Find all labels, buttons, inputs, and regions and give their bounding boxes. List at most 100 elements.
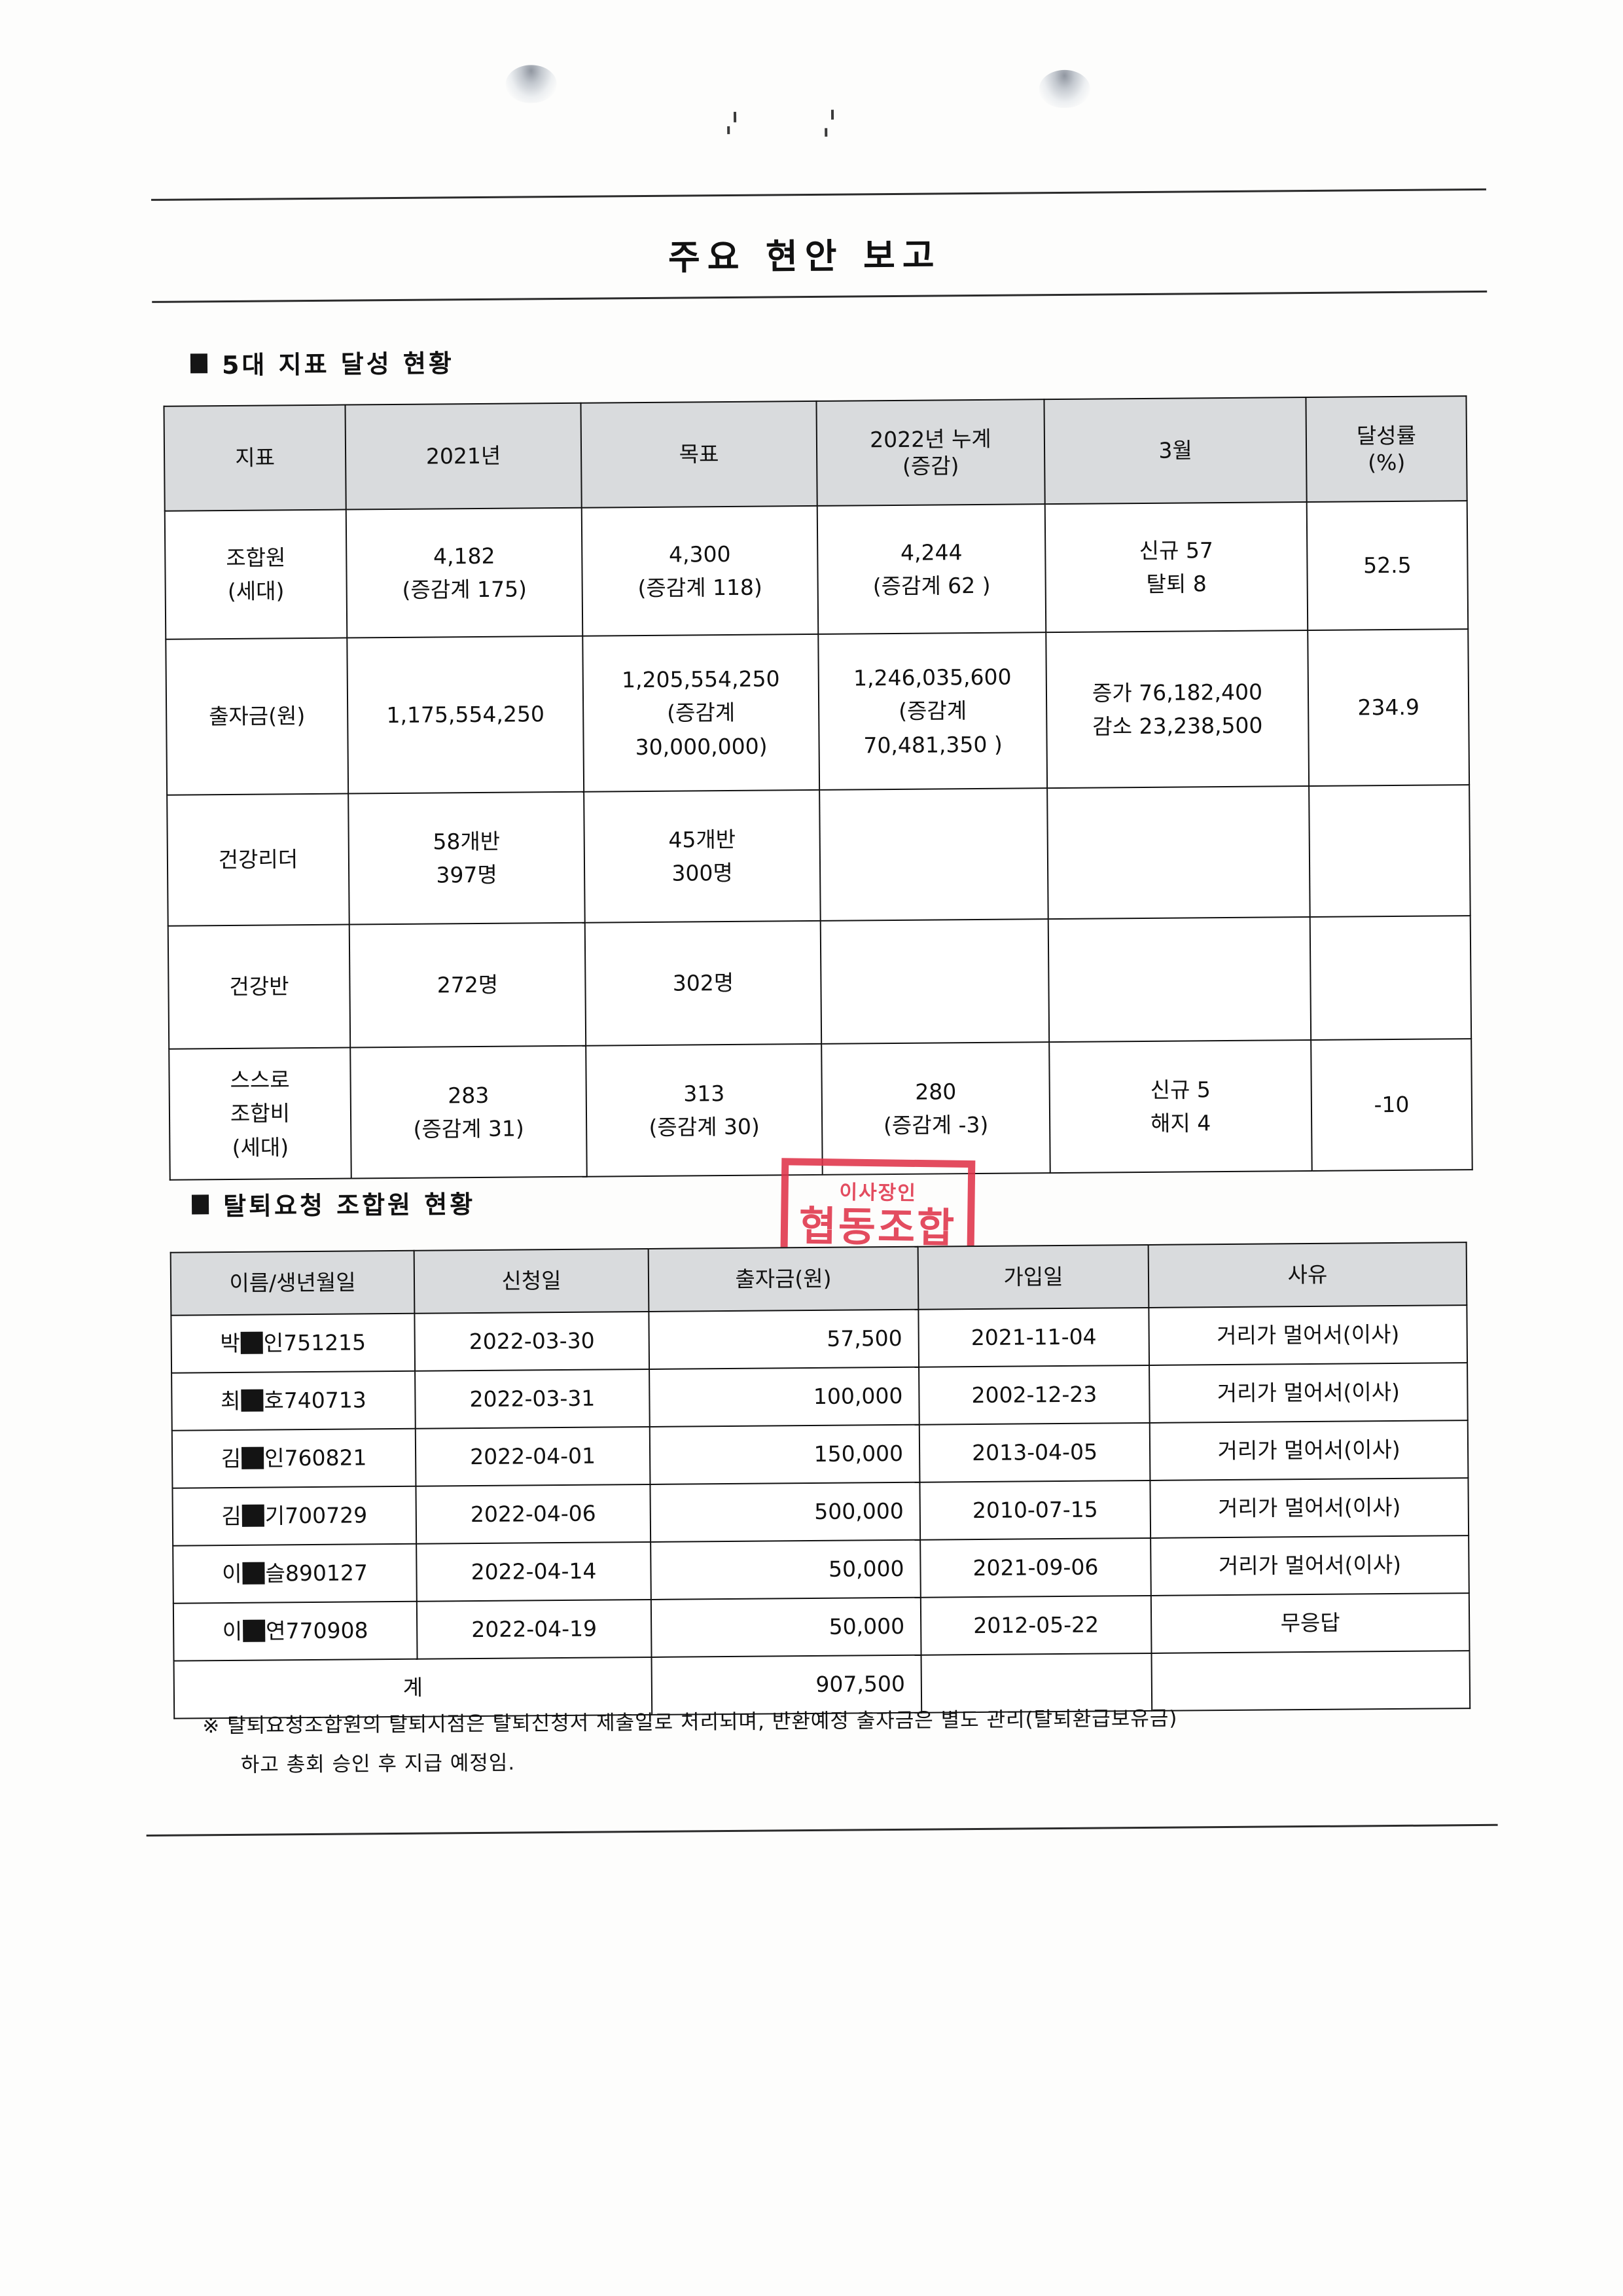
table-row: 건강리더 58개반 397명 45개반 300명 bbox=[167, 785, 1471, 926]
cell-indicator: 건강반 bbox=[168, 924, 351, 1049]
table-row: 조합원 (세대) 4,182 (증감계 175) 4,300 (증감계 118)… bbox=[164, 501, 1469, 639]
cell-line: 해지 4 bbox=[1150, 1110, 1211, 1136]
name-prefix: 박 bbox=[220, 1331, 240, 1357]
cell-apply-date: 2022-04-01 bbox=[415, 1426, 651, 1486]
cell-line: 45개반 bbox=[668, 826, 736, 853]
scan-speck bbox=[733, 111, 737, 122]
cell-line: 4,244 bbox=[900, 539, 963, 565]
cell-reason: 거리가 멀어서(이사) bbox=[1150, 1535, 1469, 1596]
cell-apply-date: 2022-03-31 bbox=[415, 1369, 650, 1429]
cell-rate: -10 bbox=[1311, 1039, 1472, 1171]
cell-line: 300명 bbox=[671, 859, 733, 886]
section-heading-indicators: 5대 지표 달성 현황 bbox=[190, 343, 454, 381]
cell-2021: 283 (증감계 31) bbox=[350, 1045, 587, 1179]
cell-march: 신규 5 해지 4 bbox=[1049, 1040, 1312, 1174]
col-header-cumulative-line2: (증감) bbox=[902, 453, 959, 479]
cell-march bbox=[1047, 786, 1310, 920]
cell-amount: 150,000 bbox=[649, 1424, 920, 1484]
cell-2021: 272명 bbox=[349, 922, 586, 1048]
name-prefix: 이 bbox=[221, 1561, 242, 1587]
section1-heading-label: 5대 지표 달성 현황 bbox=[221, 349, 455, 380]
cell-target: 1,205,554,250 (증감계 30,000,000) bbox=[582, 634, 820, 792]
name-prefix: 김 bbox=[221, 1446, 241, 1472]
cell-line: 313 bbox=[683, 1080, 725, 1107]
cell-cumulative bbox=[819, 788, 1048, 921]
name-suffix: 기700729 bbox=[264, 1502, 368, 1529]
table-header-row: 지표 2021년 목표 2022년 누계 (증감) 3월 달성률 (%) bbox=[164, 396, 1467, 511]
cell-line: (증감계 bbox=[667, 700, 736, 726]
cell-amount: 50,000 bbox=[651, 1597, 921, 1657]
table-row: 건강반 272명 302명 bbox=[168, 916, 1472, 1049]
scan-speck bbox=[825, 128, 828, 137]
col-header-amount: 출자금(원) bbox=[648, 1246, 919, 1312]
redaction-block-icon bbox=[240, 1332, 263, 1355]
cell-amount: 100,000 bbox=[649, 1367, 919, 1427]
cell-2021: 1,175,554,250 bbox=[347, 636, 584, 794]
cell-name-dob: 김 기700729 bbox=[172, 1486, 417, 1546]
name-prefix: 최 bbox=[220, 1388, 241, 1414]
cell-target: 4,300 (증감계 118) bbox=[581, 505, 819, 636]
cell-line: 4,182 bbox=[433, 543, 495, 569]
redaction-block-icon bbox=[242, 1562, 265, 1585]
name-suffix: 호740713 bbox=[264, 1387, 366, 1414]
cell-name-dob: 김 인760821 bbox=[171, 1428, 416, 1488]
cell-amount: 50,000 bbox=[651, 1539, 921, 1600]
cell-apply-date: 2022-04-14 bbox=[416, 1541, 651, 1602]
col-header-indicator: 지표 bbox=[164, 404, 346, 511]
header-rule-bottom bbox=[152, 290, 1488, 303]
cell-indicator: 출자금(원) bbox=[166, 637, 349, 795]
table-row: 박 인751215 2022-03-30 57,500 2021-11-04 거리… bbox=[171, 1305, 1468, 1373]
cell-march: 신규 57 탈퇴 8 bbox=[1044, 502, 1308, 633]
square-bullet-icon bbox=[191, 1194, 209, 1214]
scan-speck bbox=[727, 126, 730, 134]
punch-hole-right-icon bbox=[1039, 69, 1090, 109]
cell-line: (증감계 30) bbox=[649, 1113, 760, 1140]
cell-name-dob: 박 인751215 bbox=[171, 1313, 416, 1373]
cell-line: 탈퇴 8 bbox=[1146, 571, 1207, 597]
cell-indicator: 스스로 조합비 (세대) bbox=[169, 1047, 351, 1180]
cell-rate bbox=[1309, 785, 1471, 918]
col-header-2021: 2021년 bbox=[345, 403, 582, 510]
cell-name-dob: 이 연770908 bbox=[173, 1601, 418, 1661]
stamp-line2: 협동조합 bbox=[798, 1202, 957, 1252]
name-suffix: 인760821 bbox=[264, 1444, 367, 1472]
cell-join-date: 2002-12-23 bbox=[919, 1365, 1150, 1425]
cell-line: 58개반 bbox=[433, 828, 501, 855]
cell-march bbox=[1048, 917, 1311, 1043]
cell-join-date: 2012-05-22 bbox=[920, 1595, 1152, 1655]
name-prefix: 김 bbox=[221, 1503, 241, 1530]
name-suffix: 연770908 bbox=[266, 1617, 368, 1644]
cell-line: 283 bbox=[448, 1082, 490, 1109]
name-suffix: 슬890127 bbox=[265, 1560, 368, 1587]
cell-rate bbox=[1310, 916, 1472, 1041]
cell-2021: 58개반 397명 bbox=[348, 791, 585, 925]
page-title: 주요 현안 보고 bbox=[668, 236, 942, 278]
col-header-reason: 사유 bbox=[1148, 1242, 1467, 1308]
cell-2021: 4,182 (증감계 175) bbox=[346, 507, 583, 638]
cell-line: 4,300 bbox=[668, 541, 731, 567]
cell-apply-date: 2022-03-30 bbox=[414, 1311, 650, 1371]
cell-line: (증감계 31) bbox=[413, 1115, 524, 1142]
cell-line: 1,246,035,600 bbox=[853, 664, 1012, 691]
cell-line: 증가 76,182,400 bbox=[1092, 679, 1263, 706]
cell-rate: 52.5 bbox=[1306, 501, 1469, 631]
indicators-table: 지표 2021년 목표 2022년 누계 (증감) 3월 달성률 (%) bbox=[163, 395, 1473, 1181]
redaction-block-icon bbox=[241, 1447, 264, 1470]
cell-line: 신규 5 bbox=[1150, 1077, 1211, 1103]
cell-line: 감소 23,238,500 bbox=[1092, 712, 1263, 740]
cell-line: (증감계 62 ) bbox=[872, 572, 991, 600]
header-rule-top bbox=[151, 188, 1486, 201]
col-header-cumulative-line1: 2022년 누계 bbox=[869, 425, 991, 453]
cell-reason: 거리가 멀어서(이사) bbox=[1150, 1478, 1469, 1538]
cell-line: 30,000,000) bbox=[635, 733, 768, 760]
cell-apply-date: 2022-04-06 bbox=[416, 1484, 651, 1544]
cell-line: 조합비 bbox=[230, 1100, 291, 1127]
redaction-block-icon bbox=[241, 1390, 264, 1412]
stamp-line1: 이사장인 bbox=[839, 1181, 918, 1205]
cell-cumulative bbox=[820, 919, 1050, 1044]
table-row: 출자금(원) 1,175,554,250 1,205,554,250 (증감계 … bbox=[166, 629, 1470, 795]
cell-join-date: 2021-11-04 bbox=[918, 1307, 1150, 1367]
col-header-march: 3월 bbox=[1044, 397, 1307, 505]
